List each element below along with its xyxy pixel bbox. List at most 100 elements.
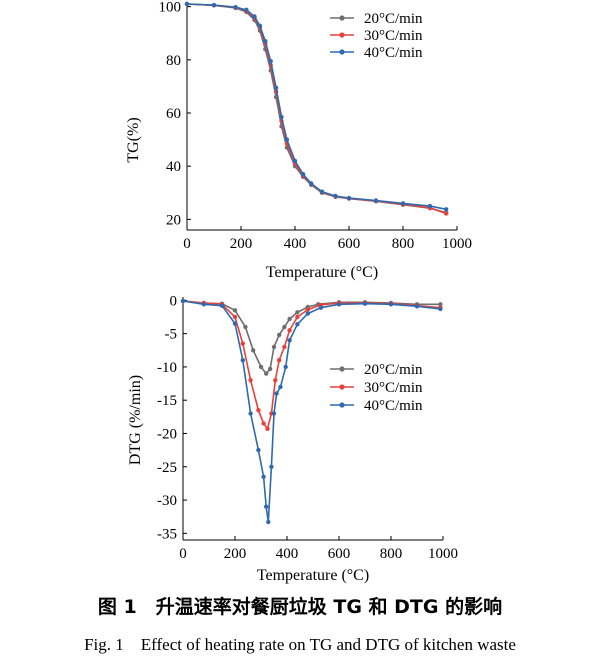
figure-canvas: 0 200 400 600 800 1000 20 40 60 80 100 Temperature … (125, 0, 472, 584)
tg-data-point (300, 172, 306, 177)
dtg-data-point (278, 384, 283, 390)
dtg-legend-label: 30°C/min (364, 380, 423, 396)
dtg-data-point (267, 366, 273, 372)
dtg-legend-swatch-marker (339, 366, 345, 372)
tg-data-point (279, 114, 284, 120)
dtg-data-point (305, 311, 310, 316)
tg-data-point (252, 14, 257, 19)
dtg-data-point (261, 421, 266, 426)
dtg-x-tick-label: 600 (328, 546, 351, 562)
dtg-data-point (232, 321, 238, 326)
tg-data-point (211, 2, 217, 8)
dtg-data-point (362, 301, 368, 306)
dtg-data-point (438, 306, 443, 312)
tg-data-point (292, 158, 298, 164)
dtg-legend-entry: 20°C/min (330, 362, 423, 378)
dtg-data-point (201, 302, 206, 307)
dtg-data-point (295, 322, 300, 327)
tg-x-tick-label: 200 (230, 236, 253, 252)
tg-y-tick-label: 80 (166, 53, 181, 69)
tg-legend-label: 20°C/min (364, 11, 423, 27)
tg-legend-entry: 30°C/min (330, 28, 423, 44)
dtg-data-point (232, 308, 238, 313)
dtg-data-point (251, 348, 256, 353)
tg-data-point (257, 23, 263, 28)
tg-y-tick-label: 20 (166, 212, 181, 228)
tg-x-tick-label: 600 (338, 236, 361, 252)
dtg-legend-swatch-marker (339, 384, 345, 390)
dtg-series-3 (180, 298, 443, 525)
dtg-data-point (271, 411, 277, 416)
tg-legend-entry: 20°C/min (330, 11, 423, 27)
tg-chart: 0 200 400 600 800 1000 20 40 60 80 100 Temperature … (125, 0, 472, 281)
dtg-data-point (264, 504, 269, 509)
dtg-data-point (336, 302, 342, 307)
tg-legend-swatch-marker (339, 49, 345, 55)
dtg-y-tick-label: -20 (157, 426, 177, 442)
dtg-data-point (305, 307, 310, 312)
dtg-data-point (287, 328, 292, 333)
tg-data-point (333, 193, 338, 199)
tg-data-point (233, 5, 238, 10)
dtg-x-tick-label: 0 (179, 546, 187, 562)
dtg-data-point (240, 358, 245, 363)
dtg-series-line (182, 300, 441, 523)
dtg-data-point (248, 411, 253, 416)
dtg-legend-entry: 30°C/min (330, 380, 423, 396)
tg-data-point (444, 207, 449, 212)
caption-chinese: 图 1 升温速率对餐厨垃圾 TG 和 DTG 的影响 (97, 596, 503, 618)
dtg-y-tick-label: -35 (157, 526, 177, 542)
tg-y-tick-label: 40 (166, 159, 181, 175)
caption-english: Fig. 1 Effect of heating rate on TG and … (84, 635, 516, 654)
dtg-legend-label: 20°C/min (364, 362, 423, 378)
tg-legend-swatch-marker (339, 15, 345, 21)
tg-data-point (244, 7, 249, 12)
dtg-chart: 0 200 400 600 800 1000 0 -5 -10 -15 -20 -25 -30 -35 Te… (127, 293, 458, 584)
dtg-y-tick-label: -25 (157, 460, 177, 476)
dtg-y-tick-label: -15 (157, 393, 177, 409)
dtg-data-point (388, 302, 394, 307)
dtg-x-axis-label: Temperature (°C) (257, 567, 369, 584)
dtg-x-tick-label: 400 (276, 546, 299, 562)
tg-data-point (427, 203, 433, 209)
dtg-legend-swatch-marker (339, 402, 345, 408)
tg-legend-label: 30°C/min (364, 28, 423, 44)
dtg-data-point (232, 314, 238, 320)
tg-data-point (346, 195, 352, 201)
dtg-legend-label: 40°C/min (364, 398, 423, 414)
dtg-data-point (180, 298, 186, 304)
dtg-data-point (283, 364, 288, 370)
dtg-data-point (256, 447, 261, 453)
tg-x-tick-label: 800 (392, 236, 415, 252)
dtg-y-tick-label: -5 (165, 327, 178, 343)
tg-data-point (319, 189, 325, 194)
tg-data-point (184, 1, 190, 7)
dtg-data-point (438, 302, 443, 307)
tg-legend-entry: 40°C/min (330, 45, 423, 61)
dtg-data-point (265, 426, 270, 431)
dtg-data-point (282, 324, 287, 330)
tg-data-point (373, 198, 379, 203)
dtg-data-point (261, 474, 266, 479)
dtg-x-tick-label: 200 (224, 546, 247, 562)
tg-legend-label: 40°C/min (364, 45, 423, 61)
dtg-y-tick-label: -30 (157, 493, 177, 509)
dtg-y-tick-label: 0 (170, 293, 178, 309)
dtg-data-point (414, 304, 420, 309)
dtg-data-point (287, 316, 292, 322)
dtg-data-point (295, 314, 300, 320)
dtg-data-point (271, 344, 277, 350)
dtg-data-point (277, 358, 282, 363)
tg-data-point (309, 181, 314, 186)
tg-data-point (268, 59, 273, 64)
tg-data-point (273, 85, 279, 91)
dtg-data-point (269, 464, 274, 469)
dtg-data-point (273, 378, 278, 383)
dtg-data-point (240, 341, 245, 346)
dtg-data-point (258, 364, 264, 370)
dtg-legend-entry: 40°C/min (330, 398, 423, 414)
dtg-data-point (287, 338, 292, 343)
dtg-data-point (277, 332, 282, 338)
tg-series-3 (184, 1, 449, 212)
tg-y-tick-label: 100 (159, 0, 182, 16)
